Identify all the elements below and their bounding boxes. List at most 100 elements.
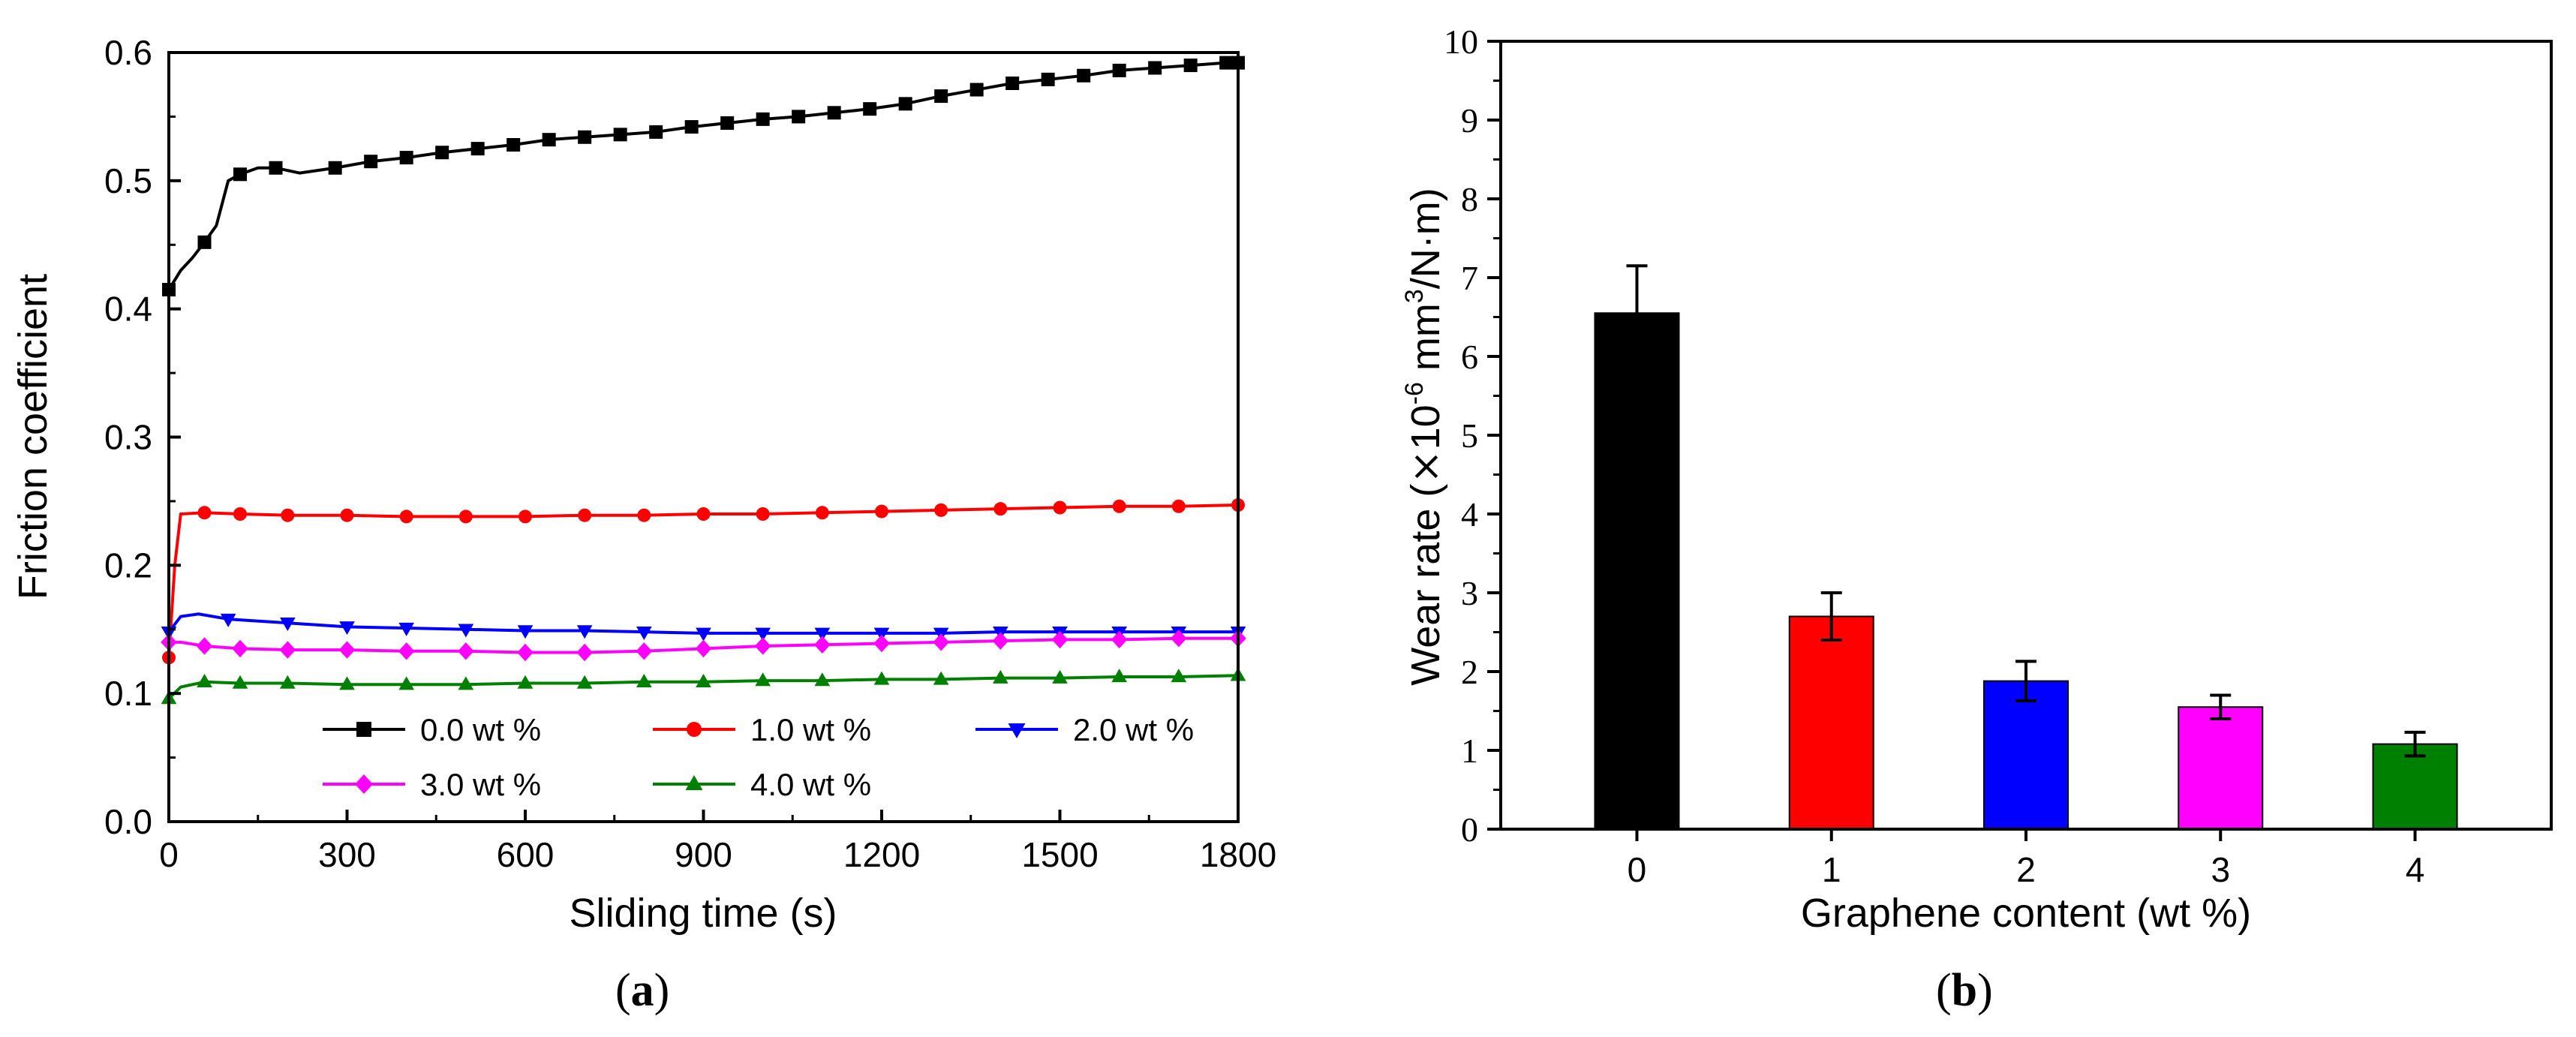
panel-b-y-tick-label: 8 [1461, 180, 1478, 218]
panel-b-x-tick-label: 1 [1822, 850, 1841, 889]
panel-a-x-tick-label: 1800 [1200, 835, 1276, 874]
ylabel-base: 10 [1403, 404, 1448, 449]
panel-a-data-point [1171, 630, 1187, 648]
panel-a-data-point [756, 507, 770, 521]
panel-a-x-tick-label: 0 [159, 835, 179, 874]
panel-a-data-point [458, 676, 474, 690]
panel-b-y-axis-title: Wear rate (×10-6 mm3/N·m) [1400, 188, 1449, 685]
panel-a-data-point [696, 673, 711, 687]
panel-a-data-point [933, 633, 949, 651]
panel-b-bar [1983, 680, 2069, 830]
panel-a-data-point [684, 120, 699, 134]
ylabel-exp2: 3 [1400, 289, 1429, 303]
panel-a-data-point [506, 138, 521, 152]
panel-a-data-point [576, 675, 593, 689]
panel-a-data-point [269, 161, 283, 175]
panel-a-data-point [814, 672, 831, 687]
panel-a-data-point [517, 643, 534, 662]
panel-a-data-point [873, 671, 890, 685]
panel-a-data-point [898, 97, 912, 111]
panel-a-data-point [281, 508, 295, 522]
panel-a-data-point [720, 116, 735, 130]
panel-a-data-point [636, 626, 652, 640]
panel-a-data-point [364, 155, 378, 169]
panel-a-data-point [338, 641, 356, 659]
panel-a-y-tick-label: 0.0 [104, 802, 152, 841]
panel-a-data-point [517, 675, 534, 689]
panel-b-y-tick-label: 5 [1461, 416, 1478, 455]
panel-a-data-point [196, 637, 213, 655]
panel-a-data-point [934, 503, 948, 517]
legend-label: 3.0 wt % [420, 767, 541, 802]
panel-a-data-point [542, 133, 556, 147]
panel-a-data-point [340, 508, 354, 522]
panel-a-y-tick-label: 0.6 [104, 33, 152, 72]
panel-a-data-point [1051, 630, 1069, 649]
panel-b-y-tick-label: 1 [1461, 732, 1478, 770]
panel-a-x-tick-label: 600 [497, 835, 555, 874]
panel-a-data-point [637, 508, 651, 522]
panel-a-data-point [233, 167, 247, 182]
panel-a-data-point [827, 106, 841, 120]
panel-a-y-tick-label: 0.2 [104, 546, 152, 585]
panel-a-data-point [1183, 59, 1198, 73]
panel-b-y-tick-label: 9 [1461, 101, 1478, 140]
panel-a-data-point [815, 506, 829, 520]
panel-a-y-tick-label: 0.5 [104, 161, 152, 200]
panel-a-data-point [458, 509, 473, 524]
panel-a-data-point [1077, 68, 1091, 83]
panel-a-data-point [649, 125, 663, 139]
panel-a-data-point [1041, 72, 1055, 86]
panel-a-y-tick-label: 0.3 [104, 418, 152, 457]
panel-b-bar [2178, 706, 2264, 830]
panel-a-data-point [755, 672, 771, 687]
panel-a-data-point [969, 83, 984, 97]
panel-b-wear-chart: 0 1 2 3 4 0 1 2 3 4 5 6 7 8 9 10 Graphene content (wt %… [1400, 23, 2553, 1016]
panel-a-data-point [873, 627, 890, 642]
panel-a-data-point [470, 142, 485, 156]
panel-a-data-point [933, 671, 949, 685]
panel-b-x-tick-label: 0 [1628, 850, 1647, 889]
panel-a-data-point [458, 624, 474, 638]
panel-a-data-point [696, 627, 711, 642]
legend-marker [1008, 723, 1026, 738]
panel-a-data-point [279, 675, 296, 689]
panel-a-data-point [992, 669, 1008, 684]
panel-a-data-point [399, 151, 413, 165]
panel-a-data-point [1112, 63, 1126, 77]
panel-a-data-point [517, 625, 534, 639]
panel-a-data-point [339, 676, 355, 690]
panel-b-y-tick-label: 0 [1461, 810, 1478, 849]
panel-a-data-point [398, 676, 415, 690]
panel-a-data-point [863, 102, 877, 116]
panel-a-data-point [755, 627, 771, 642]
panel-a-x-tick-label: 1500 [1021, 835, 1098, 874]
panel-b-x-tick-label: 3 [2211, 850, 2230, 889]
panel-a-x-tick-label: 300 [318, 835, 376, 874]
panel-a-data-point [756, 112, 770, 126]
legend-marker [355, 774, 373, 794]
panel-b-x-tick-label: 2 [2016, 850, 2036, 889]
panel-a-data-point [695, 639, 712, 658]
panel-a-data-point [613, 128, 627, 142]
panel-a-x-tick-label: 900 [675, 835, 732, 874]
panel-a-data-point [875, 504, 888, 518]
panel-a-data-point [232, 639, 248, 658]
panel-a-data-point [398, 642, 415, 660]
panel-a-data-point [458, 642, 474, 660]
legend-label: 4.0 wt % [750, 767, 871, 802]
panel-a-data-point [1112, 499, 1126, 513]
panel-a-data-point [232, 675, 248, 689]
panel-a-data-point [398, 622, 415, 636]
ylabel-exp: -6 [1400, 382, 1429, 404]
panel-b-x-axis-title: Graphene content (wt %) [1801, 891, 2251, 936]
panel-a-data-point [1171, 669, 1187, 683]
panel-a-data-point [435, 146, 449, 160]
panel-a-data-point [197, 235, 212, 249]
panel-a-data-point [636, 673, 652, 687]
panel-a-data-point [1005, 77, 1020, 90]
panel-a-y-tick-label: 0.1 [104, 674, 152, 713]
panel-b-y-tick-label: 3 [1461, 574, 1478, 612]
panel-a-data-point [873, 634, 890, 653]
